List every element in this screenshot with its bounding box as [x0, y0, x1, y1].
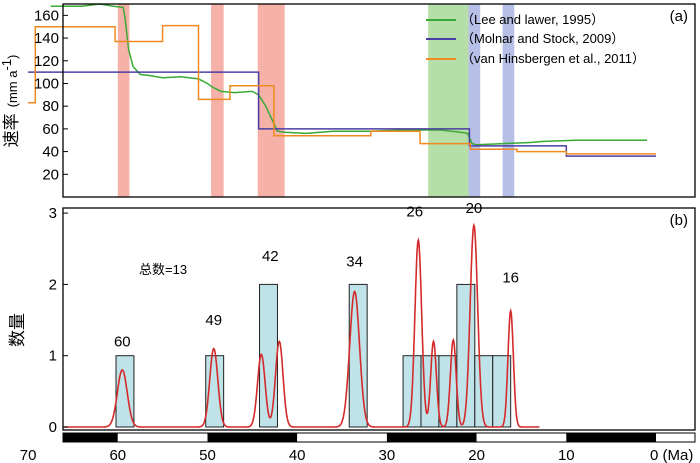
- timescale-segment: [297, 433, 387, 442]
- panel-a: 20 40 60 80 100 120 140 160 速率 (mm a-1) （Lee and…: [0, 3, 696, 198]
- peak-age-label: 49: [205, 312, 222, 329]
- legend: （Lee and lawer, 1995） （Molnar and Stock,…: [426, 12, 645, 66]
- panel-a-y-axis: 20 40 60 80 100 120 140 160: [34, 7, 68, 183]
- panel-a-y-axis-label: 速率 (mm a-1): [0, 55, 22, 148]
- legend-label-molnar: （Molnar and Stock, 2009）: [461, 31, 624, 46]
- peak-age-label: 60: [114, 333, 131, 350]
- panel-b-y-axis-label: 数量: [8, 313, 28, 347]
- panel-b-y-tick-label: 1: [49, 348, 57, 365]
- timescale-segment: [566, 433, 656, 442]
- peak-age-label: 26: [406, 204, 423, 221]
- legend-label-vanhinsbergen: （van Hinsbergen et al., 2011）: [461, 51, 645, 66]
- panel-a-label: (a): [670, 8, 688, 25]
- shaded-band-0: [117, 4, 130, 197]
- y-axis-unit: (mm a: [5, 70, 20, 108]
- panel-b-y-tick-label: 2: [49, 276, 57, 293]
- peak-age-label: 16: [502, 269, 519, 286]
- legend-label-lee: （Lee and lawer, 1995）: [461, 12, 604, 27]
- panel-a-y-tick-label: 160: [34, 7, 59, 24]
- panel-a-y-tick-label: 100: [34, 75, 59, 92]
- panel-a-y-tick-label: 20: [42, 166, 59, 183]
- y-axis-unit-close: ): [5, 55, 20, 59]
- svg-text:速率(mm a-1): 速率 (mm a-1): [0, 55, 22, 148]
- x-tick-label: 50: [199, 447, 216, 463]
- series-vanhinsbergen-line: [28, 24, 656, 155]
- timescale-segment: [207, 433, 298, 442]
- panel-b-y-axis: 0 1 2 3: [49, 205, 68, 436]
- peak-age-label: 20: [466, 200, 483, 217]
- panel-a-frame: [62, 3, 696, 198]
- shaded-band-4: [468, 4, 481, 197]
- x-tick-label: 10: [558, 447, 575, 463]
- y-axis-label-text: 速率: [2, 113, 22, 147]
- timescale-segment: [117, 433, 208, 442]
- panel-a-shaded-bands: [117, 4, 515, 197]
- total-count-annotation: 总数=13: [139, 262, 187, 277]
- peak-age-label: 42: [262, 248, 279, 265]
- x-tick-label: 60: [109, 447, 126, 463]
- shaded-band-3: [428, 4, 469, 197]
- panel-a-y-tick-label: 80: [42, 98, 59, 115]
- timescale-frame: [62, 432, 696, 443]
- panel-a-y-tick-label: 140: [34, 30, 59, 47]
- shaded-band-1: [211, 4, 224, 197]
- panel-b-label: (b): [670, 212, 688, 229]
- panel-a-y-tick-label: 60: [42, 121, 59, 138]
- series-lee-line: [50, 3, 647, 146]
- x-tick-label: 20: [468, 447, 485, 463]
- x-tick-label: 70: [20, 447, 37, 463]
- y-axis-unit-sup: -1: [0, 59, 14, 71]
- panel-b-density-curve: [64, 222, 540, 428]
- panel-a-series: [28, 3, 656, 157]
- peak-age-label: 34: [346, 254, 363, 271]
- panel-a-y-tick-label: 120: [34, 53, 59, 70]
- geologic-timescale-bar: [63, 433, 656, 442]
- panel-b: 0 1 2 3 60 49 42 34 26 20 16 数量 总数=13 (b): [8, 200, 696, 436]
- timescale-segment: [386, 433, 477, 442]
- panel-b-frame: [62, 207, 696, 431]
- panel-b-peak-labels: 60 49 42 34 26 20 16: [114, 200, 519, 350]
- panel-b-y-tick-label: 0: [49, 419, 57, 436]
- x-tick-label: 0 (Ma): [650, 447, 693, 463]
- shaded-band-5: [502, 4, 515, 197]
- timescale-segment: [476, 433, 567, 442]
- x-axis: 70 60 50 40 30 20 10 0 (Ma): [20, 447, 694, 463]
- panel-b-y-tick-label: 3: [49, 205, 57, 222]
- x-tick-label: 40: [289, 447, 306, 463]
- timescale-segment: [63, 433, 118, 442]
- panel-a-y-tick-label: 40: [42, 144, 59, 161]
- x-tick-label: 30: [379, 447, 396, 463]
